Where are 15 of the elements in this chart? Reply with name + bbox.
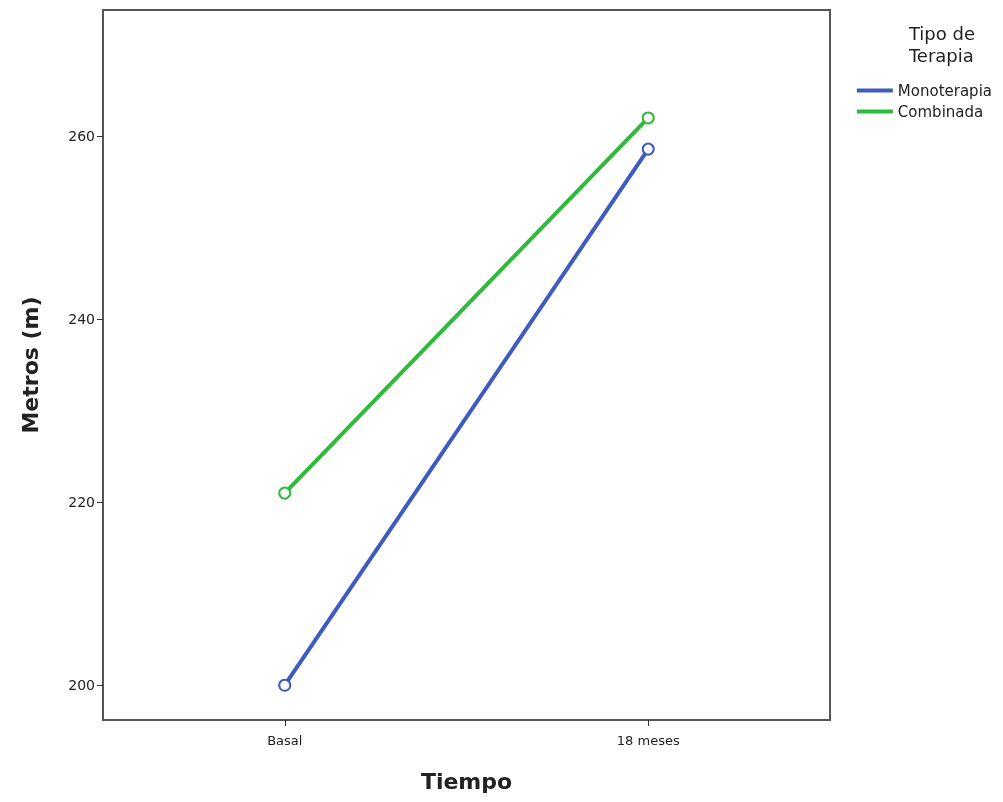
legend-title: Tipo de Terapia xyxy=(907,22,976,66)
y-tick-label: 240 xyxy=(68,311,95,328)
legend-label: Combinada xyxy=(897,102,984,121)
x-axis-title: Tiempo xyxy=(420,768,513,794)
point xyxy=(641,142,655,156)
x-tick-label: Basal xyxy=(267,733,303,748)
point xyxy=(641,111,655,125)
point xyxy=(278,486,292,500)
y-tick-label: 200 xyxy=(68,677,95,694)
y-tick-label: 220 xyxy=(68,494,95,511)
legend-label: Monoterapia xyxy=(897,81,992,100)
x-tick-label: 18 meses xyxy=(616,733,680,748)
y-tick-label: 260 xyxy=(68,128,95,145)
y-axis-title: Metros (m) xyxy=(17,296,43,434)
point xyxy=(278,678,292,692)
